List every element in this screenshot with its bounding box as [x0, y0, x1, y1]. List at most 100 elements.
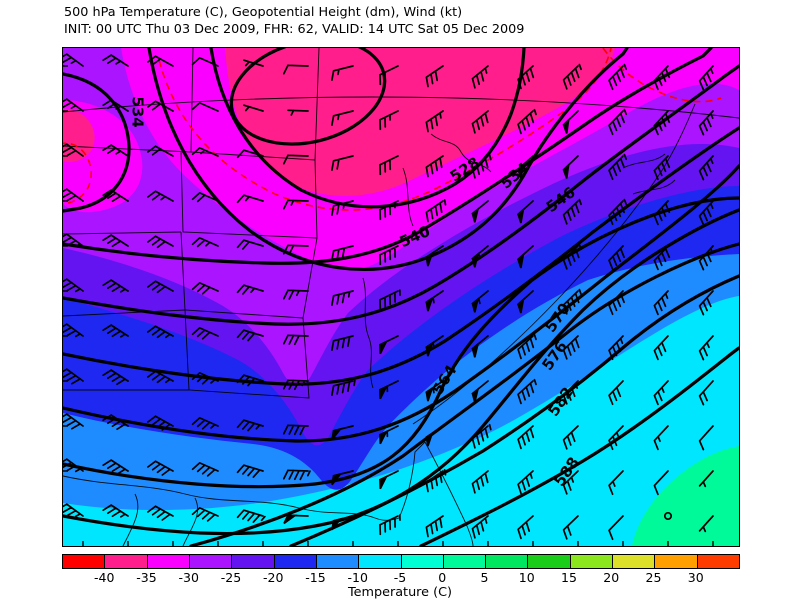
- wind-barb: [147, 415, 174, 431]
- wind-barb: [191, 462, 219, 477]
- wind-barb: [471, 200, 489, 215]
- colorbar-title: Temperature (C): [347, 585, 453, 600]
- wind-barb: [332, 470, 354, 477]
- wind-barb: [282, 334, 309, 346]
- wind-barb: [562, 515, 579, 540]
- wind-barb: [425, 199, 447, 223]
- wind-barb: [653, 155, 671, 181]
- height-contour-558: [63, 164, 739, 443]
- wind-barb: [63, 503, 84, 518]
- wind-barb: [517, 200, 534, 216]
- wind-barb: [191, 147, 219, 157]
- wind-barb: [471, 153, 492, 179]
- colorbar-tick-label: 10: [518, 570, 535, 585]
- calm-wind-circle: [663, 511, 673, 521]
- wind-barb: [63, 53, 84, 67]
- wind-barb: [608, 198, 628, 226]
- wind-barb: [517, 108, 537, 135]
- wind-barb: [698, 245, 714, 271]
- wind-barb: [379, 289, 401, 311]
- wind-barb: [471, 245, 489, 260]
- colorbar-segment: [655, 555, 698, 568]
- colorbar-segment: [105, 555, 148, 568]
- wind-barb: [517, 65, 535, 90]
- temperature-colorbar: [62, 554, 740, 569]
- wind-barb: [517, 333, 537, 360]
- wind-barb: [517, 515, 534, 540]
- wind-barb: [331, 110, 354, 127]
- wind-barb: [425, 380, 444, 394]
- wind-barb: [63, 233, 84, 248]
- wind-barb: [425, 335, 444, 349]
- colorbar-tick-label: 5: [480, 570, 489, 585]
- wind-barb: [102, 279, 129, 293]
- wind-barb: [147, 100, 174, 112]
- wind-barb: [63, 278, 84, 293]
- wind-barb: [282, 289, 309, 300]
- colorbar-segment: [189, 555, 233, 568]
- colorbar-segment: [401, 555, 444, 568]
- wind-barb: [287, 109, 309, 116]
- wind-barb: [287, 514, 309, 517]
- plot-title-line1: 500 hPa Temperature (C), Geopotential He…: [64, 5, 463, 20]
- wind-barb: [282, 154, 309, 165]
- wind-barb: [425, 245, 444, 259]
- wind-barb: [608, 425, 624, 451]
- wind-barb: [147, 190, 174, 202]
- wind-barb: [331, 65, 354, 82]
- wind-barb: [608, 515, 624, 541]
- height-contour-546: [63, 64, 739, 326]
- wind-barb: [653, 425, 669, 451]
- wind-barb: [698, 380, 714, 406]
- wind-barb: [517, 155, 534, 171]
- colorbar-tick-label: 15: [561, 570, 577, 585]
- isotherm-dashed: [63, 142, 92, 205]
- frame-ticks: [63, 65, 714, 546]
- wind-barb: [653, 110, 671, 136]
- wind-barb: [102, 459, 129, 476]
- wind-barb: [102, 144, 129, 157]
- border-line: [184, 309, 310, 399]
- wind-barb: [698, 425, 714, 451]
- wind-barb: [608, 290, 625, 316]
- wind-barb: [63, 98, 84, 112]
- wind-barb: [282, 469, 311, 481]
- colorbar-segment: [359, 555, 402, 568]
- wind-barb: [471, 470, 489, 494]
- wind-barb: [147, 370, 174, 384]
- wind-barb: [425, 110, 444, 133]
- wind-barb: [379, 425, 399, 438]
- wind-barb: [425, 155, 444, 178]
- wind-barb: [562, 63, 582, 90]
- wind-barb: [191, 417, 219, 430]
- wind-barb: [653, 65, 671, 91]
- border-line: [63, 475, 400, 521]
- wind-barb: [236, 509, 266, 523]
- colorbar-tick-label: -10: [347, 570, 368, 585]
- wind-barb: [102, 324, 129, 338]
- wind-barb: [102, 369, 129, 386]
- border-line: [180, 151, 318, 239]
- wind-barb: [379, 380, 399, 393]
- wind-barb: [379, 155, 399, 176]
- wind-barb: [698, 200, 714, 226]
- wind-barb: [236, 374, 264, 387]
- wind-barb: [332, 425, 354, 432]
- wind-barb: [332, 515, 354, 522]
- colorbar-tick-label: 0: [438, 570, 447, 585]
- height-contour-576: [189, 242, 739, 546]
- wind-barb: [102, 234, 129, 248]
- height-contour-564: [63, 196, 739, 489]
- wind-barb: [331, 155, 354, 172]
- plot-title-line2: INIT: 00 UTC Thu 03 Dec 2009, FHR: 62, V…: [64, 21, 525, 37]
- wind-barb: [63, 413, 84, 430]
- height-contour-528: [209, 48, 526, 209]
- border-line: [632, 179, 676, 195]
- wind-barb: [379, 200, 399, 221]
- wind-barb: [608, 153, 628, 181]
- wind-barb: [698, 335, 714, 361]
- wind-barb: [379, 470, 399, 481]
- wind-barb: [562, 198, 582, 225]
- wind-barb: [379, 65, 399, 86]
